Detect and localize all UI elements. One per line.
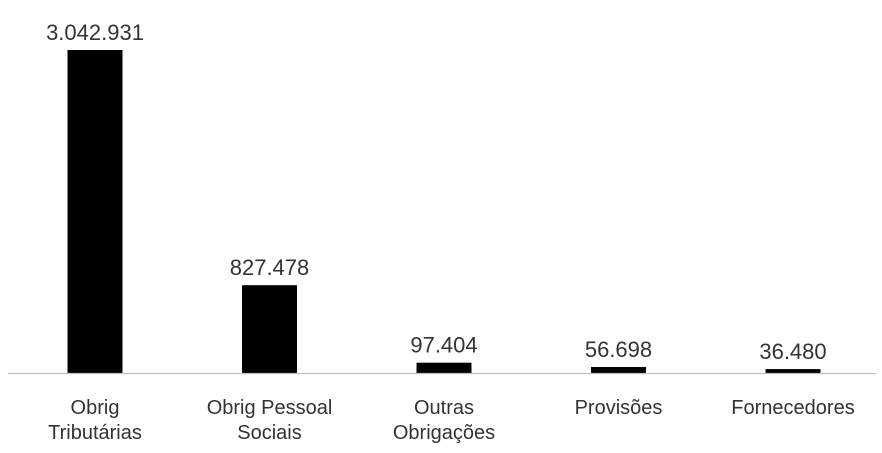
bar-1 xyxy=(242,285,297,373)
bar-3 xyxy=(591,367,646,373)
category-tick-label-1: Obrig Pessoal Sociais xyxy=(207,397,333,444)
category-tick-label-line: Fornecedores xyxy=(731,397,854,419)
category-tick-label-line: Obrig Pessoal xyxy=(207,397,333,419)
category-tick-labels-group: Obrig Tributárias Obrig Pessoal Sociais Outr… xyxy=(48,397,855,444)
category-tick-label-line: Outras xyxy=(414,397,474,419)
category-tick-label-2: Outras Obrigações xyxy=(393,397,495,444)
category-tick-label-line: Provisões xyxy=(575,397,663,419)
category-tick-label-line: Obrigações xyxy=(393,422,495,444)
category-tick-label-0: Obrig Tributárias xyxy=(48,397,142,444)
bar-2 xyxy=(416,362,472,373)
value-label-3: 56.698 xyxy=(585,337,652,362)
category-tick-label-line: Obrig xyxy=(71,397,120,419)
bars-group xyxy=(67,50,821,373)
value-label-4: 36.480 xyxy=(759,339,826,364)
category-tick-label-line: Tributárias xyxy=(48,422,142,444)
bar-4 xyxy=(765,369,821,373)
value-label-2: 97.404 xyxy=(410,333,477,358)
bar-0 xyxy=(67,50,123,373)
value-label-1: 827.478 xyxy=(230,255,310,280)
category-tick-label-line: Sociais xyxy=(237,422,301,444)
value-label-0: 3.042.931 xyxy=(46,20,144,45)
value-labels-group: 3.042.931 827.478 97.404 56.698 36.480 xyxy=(46,20,827,364)
category-tick-label-4: Fornecedores xyxy=(731,397,854,419)
category-tick-label-3: Provisões xyxy=(575,397,663,419)
